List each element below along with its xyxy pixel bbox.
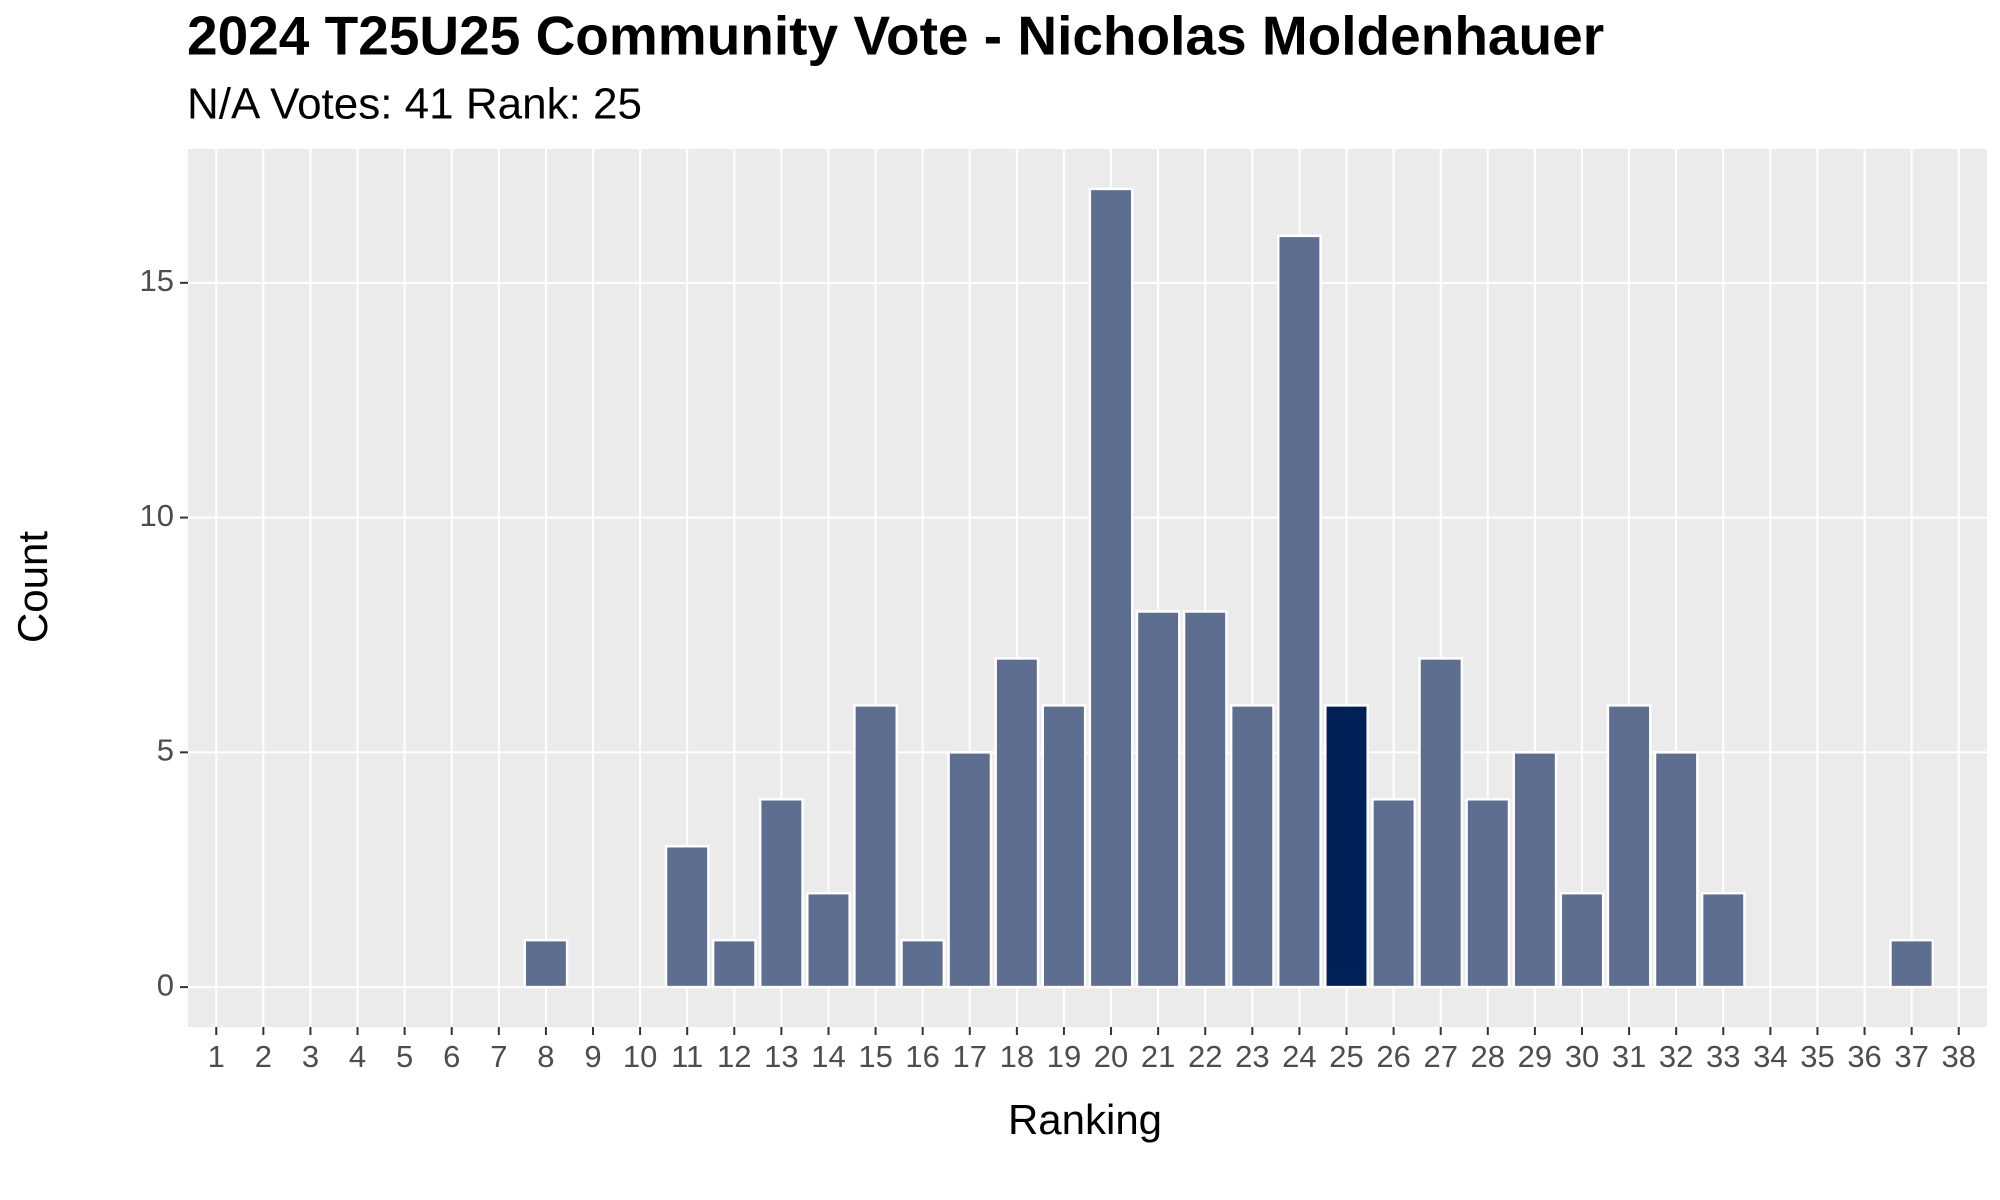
x-tick-label: 24 (1282, 1039, 1316, 1074)
bar (1889, 938, 1935, 989)
bar (1324, 704, 1369, 989)
x-tick-label: 29 (1518, 1039, 1552, 1074)
bar (664, 844, 710, 989)
y-tick-label: 15 (140, 263, 174, 298)
x-tick-label: 25 (1329, 1039, 1363, 1074)
x-tick-label: 27 (1423, 1039, 1457, 1074)
x-tick-label: 18 (1000, 1039, 1034, 1074)
y-tick-label: 0 (157, 967, 174, 1002)
x-tick-label: 31 (1612, 1039, 1646, 1074)
bar (523, 938, 569, 989)
x-tick-label: 2 (255, 1039, 272, 1074)
x-tick-label: 20 (1094, 1039, 1128, 1074)
chart-subtitle: N/A Votes: 41 Rank: 25 (187, 80, 642, 129)
bar (1512, 751, 1558, 989)
bar (1276, 234, 1322, 989)
x-tick-label: 4 (349, 1039, 366, 1074)
bar (711, 938, 757, 989)
y-tick-label: 10 (140, 498, 174, 533)
x-tick-label: 9 (584, 1039, 601, 1074)
bar (853, 704, 899, 989)
x-tick-label: 35 (1800, 1039, 1834, 1074)
x-tick-label: 15 (858, 1039, 892, 1074)
x-axis-label: Ranking (1008, 1096, 1162, 1143)
x-tick-label: 37 (1894, 1039, 1928, 1074)
bar (1559, 891, 1605, 989)
bar (1088, 187, 1134, 989)
x-tick-label: 14 (811, 1039, 845, 1074)
x-tick-label: 3 (302, 1039, 319, 1074)
x-tick-label: 8 (537, 1039, 554, 1074)
bar (806, 891, 851, 989)
y-axis-label: Count (9, 531, 56, 643)
bar (1135, 610, 1181, 989)
x-tick-label: 34 (1753, 1039, 1787, 1074)
bar (1465, 798, 1511, 989)
x-tick-label: 16 (905, 1039, 939, 1074)
bar (994, 657, 1040, 989)
x-tick-label: 32 (1659, 1039, 1693, 1074)
bar (1229, 704, 1275, 989)
x-tick-label: 22 (1188, 1039, 1222, 1074)
x-tick-label: 13 (764, 1039, 798, 1074)
x-tick-label: 38 (1942, 1039, 1976, 1074)
x-tick-label: 10 (623, 1039, 657, 1074)
x-tick-label: 36 (1847, 1039, 1881, 1074)
x-tick-label: 12 (717, 1039, 751, 1074)
bar (1041, 704, 1087, 989)
bar (947, 751, 993, 989)
x-tick-label: 1 (208, 1039, 225, 1074)
x-tick-label: 30 (1565, 1039, 1599, 1074)
bar (1606, 704, 1652, 989)
bar (1182, 610, 1228, 989)
x-tick-label: 19 (1047, 1039, 1081, 1074)
bar (758, 798, 804, 989)
bar (1371, 798, 1417, 989)
bar (1418, 657, 1464, 989)
y-tick-label: 5 (157, 733, 174, 768)
x-tick-label: 11 (671, 1039, 703, 1074)
x-tick-label: 7 (490, 1039, 507, 1074)
x-tick-label: 33 (1706, 1039, 1740, 1074)
bar (1653, 751, 1699, 989)
x-tick-label: 28 (1471, 1039, 1505, 1074)
bar (1700, 891, 1746, 989)
x-tick-label: 23 (1235, 1039, 1269, 1074)
x-tick-label: 17 (953, 1039, 987, 1074)
x-tick-label: 26 (1376, 1039, 1410, 1074)
x-tick-label: 5 (396, 1039, 413, 1074)
bar (900, 938, 946, 989)
x-tick-label: 6 (443, 1039, 460, 1074)
x-tick-label: 21 (1141, 1039, 1175, 1074)
chart-title: 2024 T25U25 Community Vote - Nicholas Mo… (187, 5, 1604, 67)
